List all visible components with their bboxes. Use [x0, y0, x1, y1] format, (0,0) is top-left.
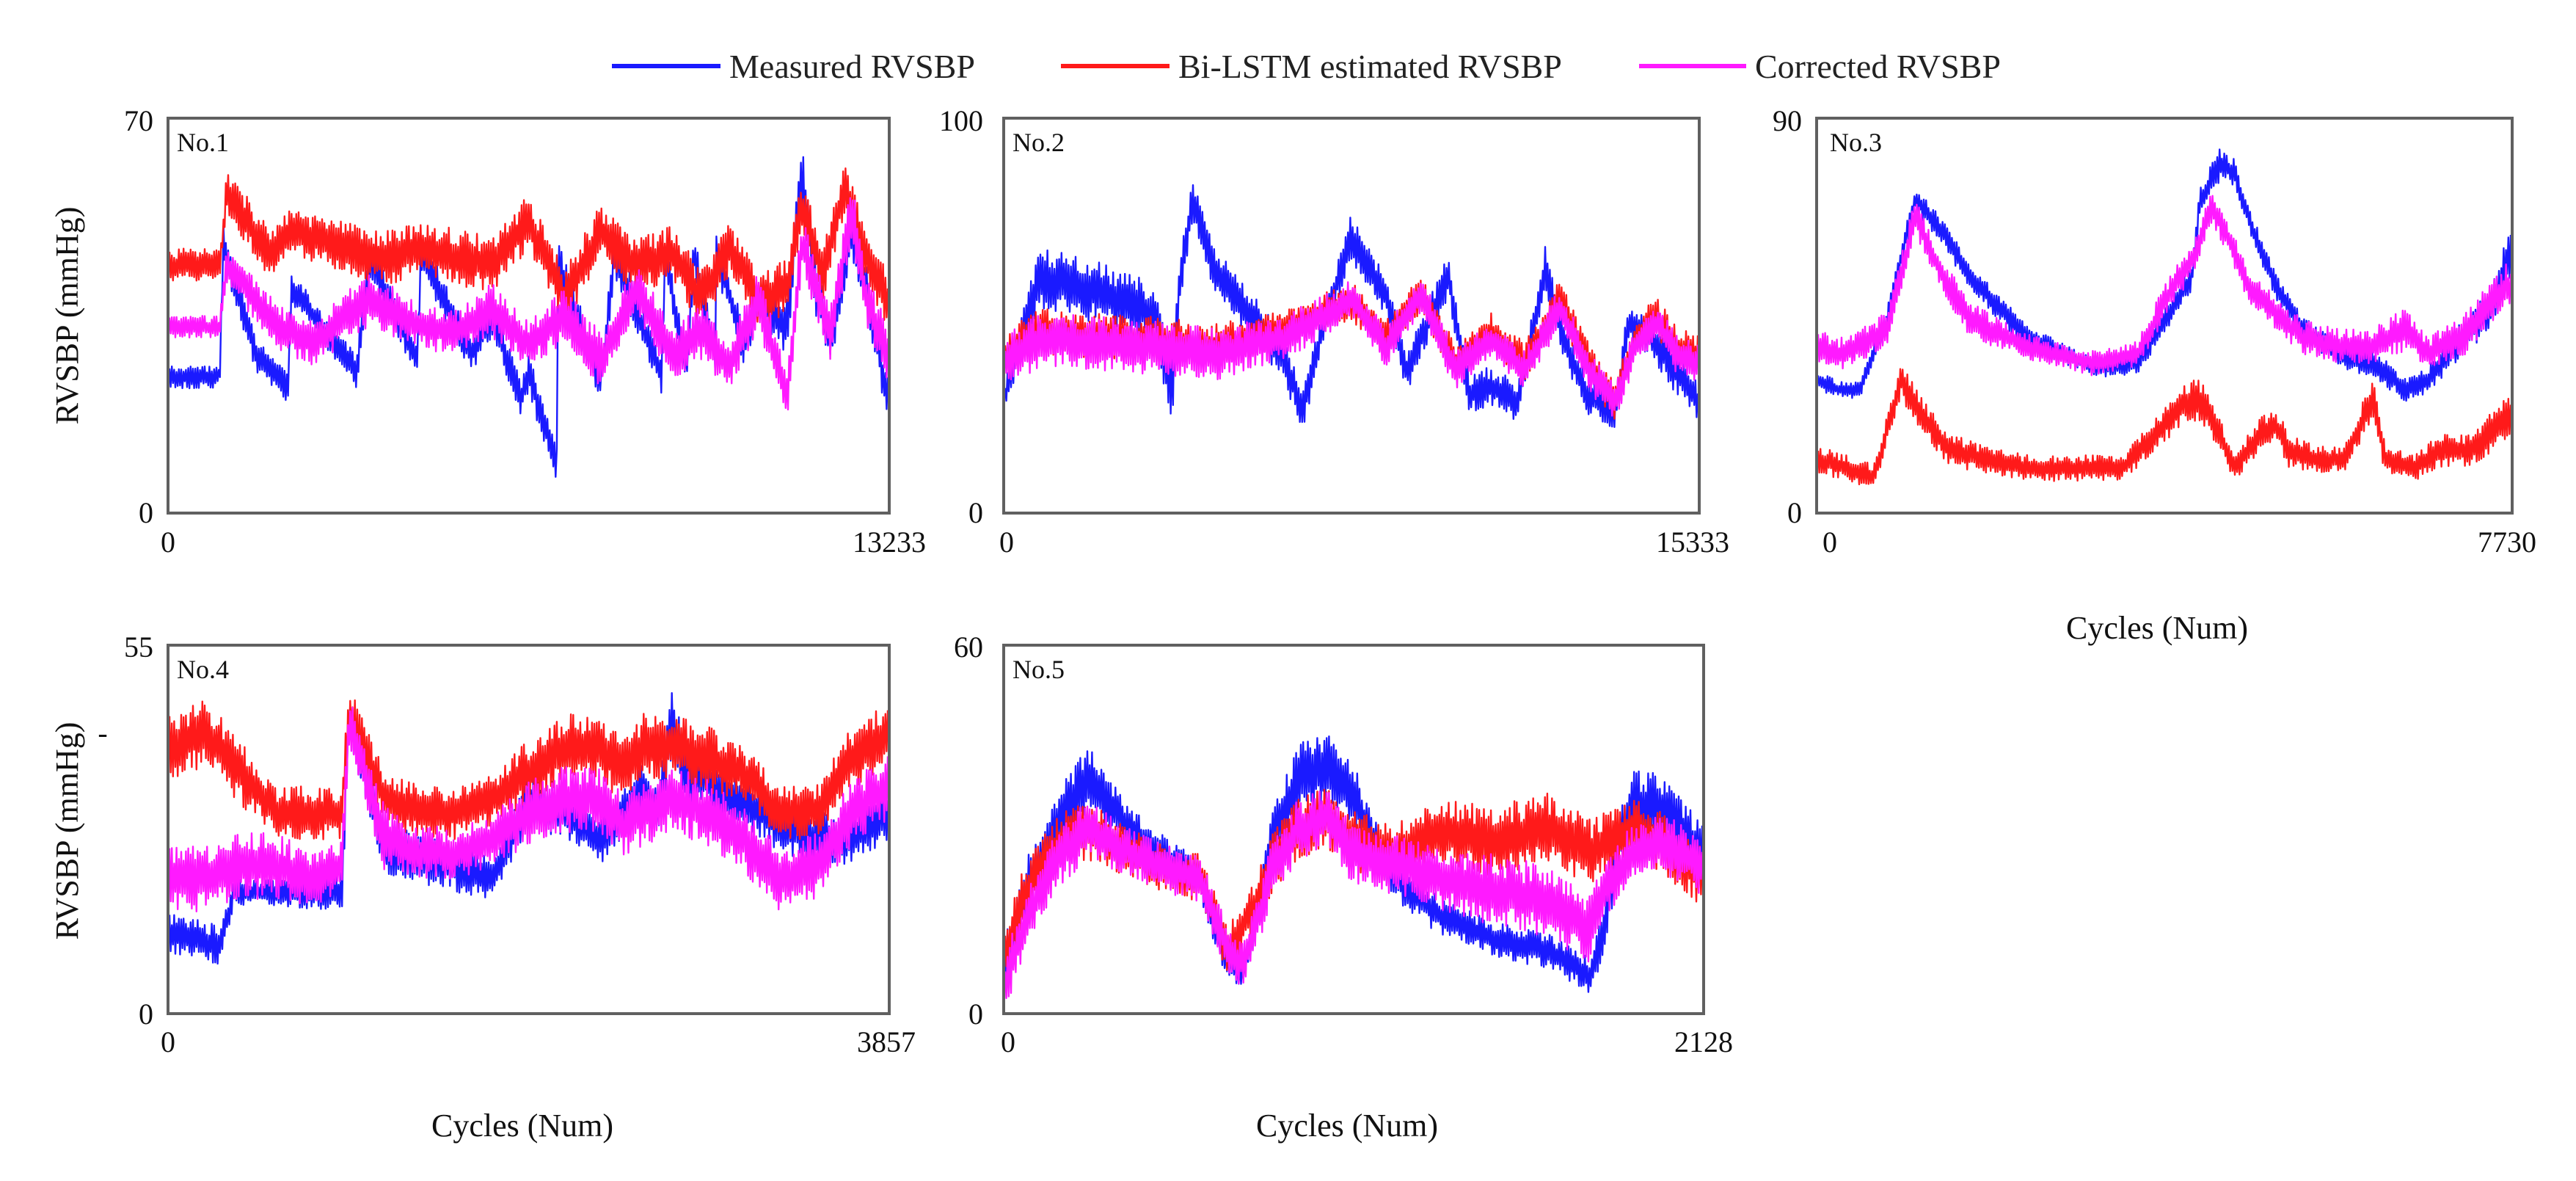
panel-no1-data [168, 156, 889, 478]
series-bilstm-no4 [168, 699, 889, 840]
panel-no1-xtick-min: 0 [161, 526, 175, 559]
panel-no4-ytick-min: 0 [139, 998, 153, 1031]
panel-no4-xlabel: Cycles (Num) [431, 1108, 613, 1144]
series-bilstm-no2 [1004, 280, 1699, 420]
panel-no3: No.3 90 0 0 7730 Cycles (Num) [1773, 104, 2536, 646]
series-measured-no3 [1817, 148, 2512, 402]
series-corrected-no4 [168, 706, 889, 912]
panel-no3-ytick-max: 90 [1773, 104, 1802, 137]
panel-no4-xtick-max: 3857 [857, 1025, 916, 1058]
panel-no2-frame [1002, 117, 1701, 515]
series-bilstm-no1 [168, 167, 889, 324]
series-measured-no2 [1004, 184, 1699, 428]
panel-no2-ytick-min: 0 [968, 496, 983, 529]
panel-no5-ytick-max: 60 [954, 631, 983, 664]
panel-no5-ytick-min: 0 [968, 998, 983, 1031]
panel-no3-frame [1815, 117, 2514, 515]
panel-no3-xlabel: Cycles (Num) [2066, 610, 2248, 646]
panel-no4-xtick-min: 0 [161, 1025, 175, 1058]
panel-no1-frame [167, 117, 891, 515]
panel-no1: No.1 70 0 0 13233 RVSBP (mmHg) [49, 104, 926, 559]
series-corrected-no1 [168, 197, 889, 411]
panel-no3-xtick-max: 7730 [2478, 526, 2536, 559]
panel-no1-ylabel: RVSBP (mmHg) [49, 207, 85, 425]
panel-no4-frame [167, 644, 891, 1015]
panel-no1-tag: No.1 [177, 128, 229, 157]
series-bilstm-no3 [1817, 368, 2512, 486]
panel-no2-xtick-min: 0 [999, 526, 1014, 559]
panel-no3-tag: No.3 [1830, 128, 1882, 157]
panel-no4-ylabel-mark: - [98, 716, 107, 749]
panel-no5-tag: No.5 [1012, 655, 1065, 684]
panel-no3-ytick-min: 0 [1787, 496, 1802, 529]
panel-no3-data [1817, 148, 2512, 486]
legend-label-corrected: Corrected RVSBP [1755, 48, 2001, 85]
panel-no2: No.2 100 0 0 15333 [939, 104, 1729, 559]
series-corrected-no5 [1004, 791, 1704, 1000]
panel-no4: No.4 55 0 0 3857 RVSBP (mmHg) - Cycles (… [49, 631, 916, 1144]
panel-no5-frame [1002, 644, 1705, 1015]
panel-no2-tag: No.2 [1012, 128, 1065, 157]
panel-no2-xtick-max: 15333 [1656, 526, 1729, 559]
panel-no1-ytick-max: 70 [124, 104, 153, 137]
panel-no1-ytick-min: 0 [139, 496, 153, 529]
legend-label-measured: Measured RVSBP [729, 48, 975, 85]
panel-no2-data [1004, 184, 1699, 428]
series-corrected-no2 [1004, 281, 1699, 417]
panel-no4-data [168, 692, 889, 965]
panel-no3-xtick-min: 0 [1822, 526, 1837, 559]
panel-no5-data [1004, 735, 1704, 1000]
panel-no4-ylabel: RVSBP (mmHg) [49, 722, 85, 940]
series-measured-no5 [1004, 735, 1704, 993]
legend-label-bilstm: Bi-LSTM estimated RVSBP [1178, 48, 1562, 85]
series-corrected-no3 [1817, 195, 2512, 377]
panel-no5-xlabel: Cycles (Num) [1256, 1108, 1438, 1144]
panel-no5: No.5 60 0 0 2128 Cycles (Num) [954, 631, 1733, 1144]
panel-no4-tag: No.4 [177, 655, 229, 684]
panel-no1-xtick-max: 13233 [853, 526, 926, 559]
legend: Measured RVSBP Bi-LSTM estimated RVSBP C… [612, 48, 2001, 85]
panel-no5-xtick-max: 2128 [1674, 1025, 1733, 1058]
panel-no2-ytick-max: 100 [939, 104, 983, 137]
panel-no4-ytick-max: 55 [124, 631, 153, 664]
panel-no5-xtick-min: 0 [1001, 1025, 1015, 1058]
